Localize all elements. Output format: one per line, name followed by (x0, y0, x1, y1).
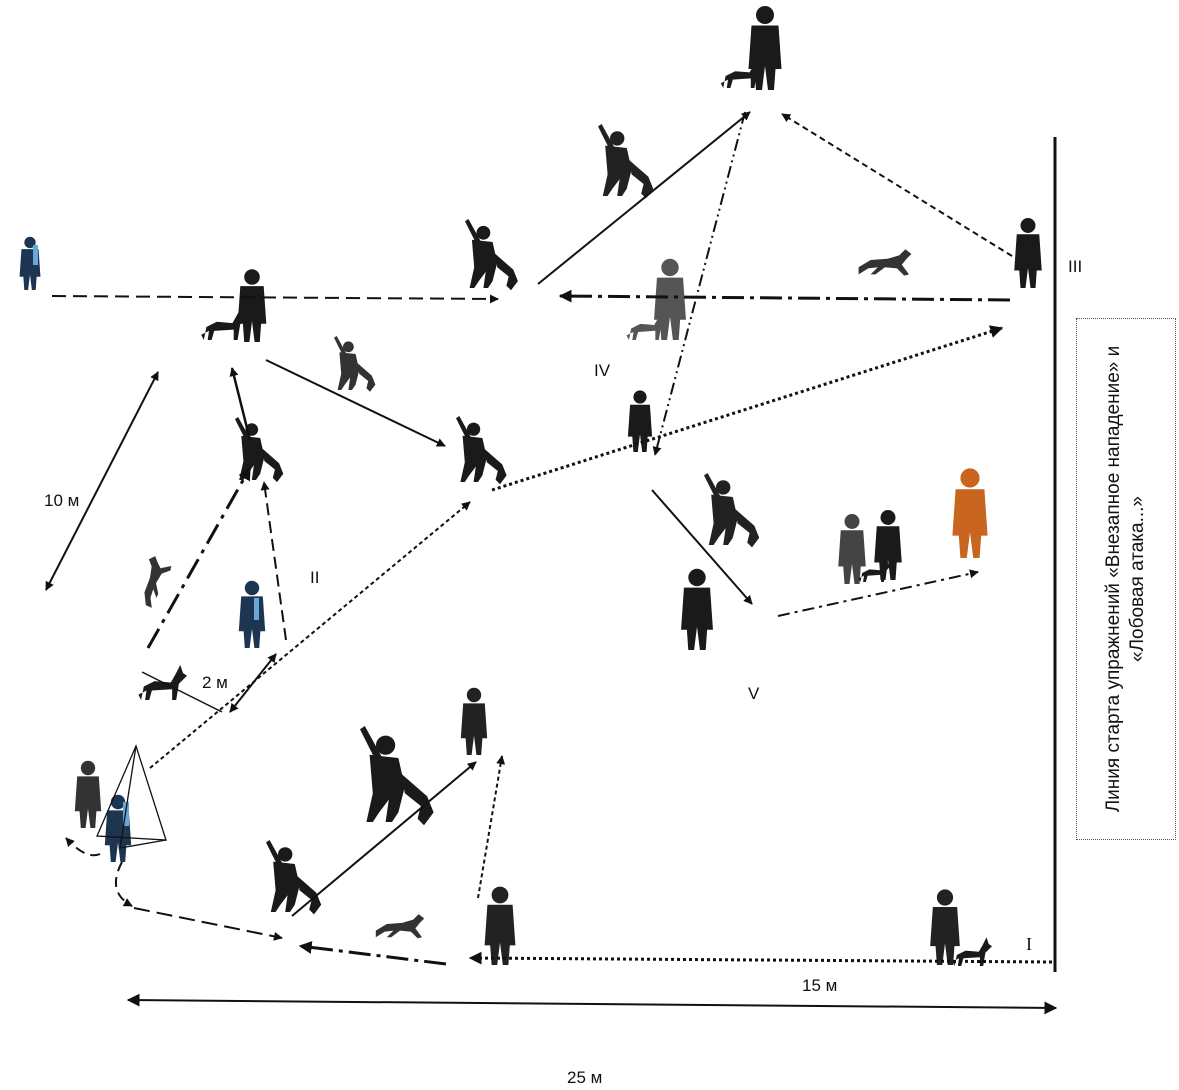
orange-person-figure (952, 468, 988, 558)
distance-10m-arrow (45, 371, 159, 591)
route-arrow (468, 951, 1053, 965)
distance-2m-arrow (229, 653, 277, 713)
route-arrow (65, 837, 101, 857)
running-dog-figure (858, 249, 912, 276)
distance-15m-label: 15 м (802, 976, 838, 995)
helper-figure (484, 886, 516, 965)
figure-silhouettes (19, 6, 1042, 966)
start-line-caption: Линия старта упражнений «Внезапное напад… (1103, 345, 1148, 813)
route-arrow (477, 755, 506, 899)
route-arrow (777, 569, 979, 617)
helper-figure (460, 687, 488, 755)
helper-bitten-figure (465, 219, 518, 291)
route-arrow (491, 325, 1004, 492)
handler-figure (1014, 218, 1042, 288)
handler-figure (874, 510, 902, 580)
zone-iii-label: III (1068, 257, 1083, 276)
route-arrow (229, 367, 252, 441)
cone-figure (96, 744, 167, 849)
zone-ii-label: II (310, 568, 320, 587)
zone-v-label: V (748, 684, 760, 703)
route-arrow (558, 289, 1011, 303)
route-arrow (781, 113, 1013, 257)
route-arrows (45, 111, 1058, 1015)
route-arrow (537, 111, 751, 285)
distance-25m-label: 25 м (567, 1068, 603, 1087)
handler-figure (237, 269, 267, 342)
running-dog-figure (375, 914, 425, 939)
helper-figure (681, 568, 713, 650)
route-arrow (265, 359, 446, 447)
helper-bitten-figure (456, 416, 507, 485)
route-arrow (651, 489, 753, 605)
route-arrow (260, 481, 287, 641)
route-arrow (133, 907, 283, 941)
route-arrow (291, 761, 477, 917)
handler-figure (74, 760, 102, 828)
handler-figure (930, 889, 960, 965)
helper-figure (627, 390, 653, 452)
attack-scene-figure (334, 336, 376, 392)
attack-scene-figure (598, 124, 654, 199)
helper-bitten-figure (266, 840, 322, 915)
dog-figure (201, 306, 248, 340)
distance-25m-arrow (126, 993, 1058, 1015)
zone-i-label: I (1026, 934, 1032, 954)
route-arrow (298, 940, 447, 966)
start-line-caption-box: Линия старта упражнений «Внезапное напад… (1076, 318, 1176, 840)
attack-scene-figure (704, 473, 760, 548)
distance-10m-label: 10 м (44, 491, 80, 510)
helper-bitten-figure (235, 417, 284, 483)
handler-figure (838, 514, 866, 584)
leaping-dog-figure (130, 554, 174, 609)
route-arrow (51, 294, 499, 304)
distance-2m-label: 2 м (202, 673, 228, 692)
route-arrow (149, 501, 471, 769)
route-arrow (652, 111, 746, 456)
blue-person-figure (238, 580, 266, 648)
route-arrow (114, 861, 133, 907)
route-arrow (146, 466, 252, 649)
attack-scene-figure (360, 726, 434, 826)
zone-iv-label: IV (594, 361, 611, 380)
